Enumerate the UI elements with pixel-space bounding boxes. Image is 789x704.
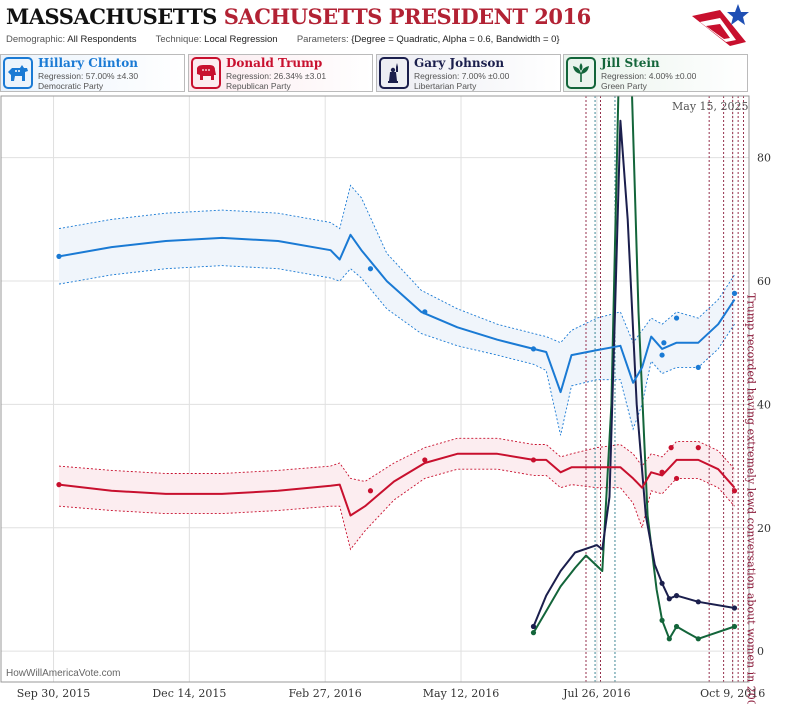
event-lines bbox=[585, 96, 745, 682]
demographic-label: Demographic: bbox=[6, 34, 66, 45]
parameters-label: Parameters: bbox=[296, 34, 349, 45]
poll-points bbox=[56, 253, 738, 642]
confidence-band bbox=[59, 185, 735, 436]
band-upper-line bbox=[58, 437, 735, 482]
candidate-regression: Regression: 26.34% ±3.01 bbox=[226, 71, 327, 81]
candidate-box-trump[interactable]: Donald Trump Regression: 26.34% ±3.01 Re… bbox=[188, 54, 373, 92]
poll-point bbox=[695, 599, 701, 605]
y-tick-label: 20 bbox=[757, 522, 771, 535]
leaf-icon bbox=[566, 57, 596, 89]
poll-point bbox=[422, 457, 428, 463]
candidate-regression: Regression: 7.00% ±0.00 bbox=[414, 71, 510, 81]
candidate-name: Gary Johnson bbox=[414, 56, 505, 70]
candidate-party: Green Party bbox=[601, 81, 647, 91]
x-tick-label: Sep 30, 2015 bbox=[17, 687, 91, 700]
y-tick-label: 60 bbox=[757, 275, 771, 288]
donkey-icon bbox=[3, 57, 33, 89]
candidate-regression: Regression: 4.00% ±0.00 bbox=[601, 71, 697, 81]
poll-point bbox=[530, 346, 537, 352]
poll-point bbox=[661, 340, 667, 346]
poll-point bbox=[367, 488, 374, 494]
poll-point bbox=[695, 636, 701, 642]
poll-point bbox=[673, 593, 680, 599]
candidate-party: Libertarian Party bbox=[414, 81, 477, 91]
x-tick-label: Feb 27, 2016 bbox=[289, 687, 362, 700]
poll-point bbox=[530, 630, 537, 636]
page-title: MASSACHUSETTS SACHUSETTS PRESIDENT 2016 bbox=[6, 4, 591, 29]
candidate-party: Republican Party bbox=[226, 81, 291, 91]
title-state: MASSACHUSETTS bbox=[6, 4, 217, 29]
candidate-regression: Regression: 57.00% ±4.30 bbox=[38, 71, 139, 81]
y-tick-label: 0 bbox=[757, 645, 764, 658]
poll-point bbox=[659, 352, 665, 358]
poll-point bbox=[673, 623, 680, 630]
x-tick-label: Jul 26, 2016 bbox=[562, 687, 631, 700]
event-annotation: Trump recorded having extremely lewd con… bbox=[745, 293, 758, 704]
title-rest: SACHUSETTS PRESIDENT 2016 bbox=[223, 4, 592, 29]
candidate-party: Democratic Party bbox=[38, 81, 104, 91]
demographic-value: All Respondents bbox=[67, 34, 137, 45]
elephant-icon bbox=[191, 57, 221, 89]
x-tick-label: Dec 14, 2015 bbox=[152, 687, 226, 700]
poll-point bbox=[666, 596, 672, 602]
band-lower-line bbox=[58, 265, 735, 436]
poll-point bbox=[659, 617, 665, 623]
date-stamp: May 15, 2025 bbox=[672, 100, 749, 113]
candidate-name: Donald Trump bbox=[226, 56, 323, 70]
poll-point bbox=[731, 605, 738, 611]
poll-point bbox=[673, 475, 680, 482]
poll-point bbox=[695, 445, 701, 451]
poll-point bbox=[422, 309, 428, 315]
poll-point bbox=[367, 266, 374, 272]
poll-point bbox=[668, 445, 674, 451]
annotation-text: Trump recorded having extremely lewd con… bbox=[745, 293, 758, 704]
candidate-box-clinton[interactable]: Hillary Clinton Regression: 57.00% ±4.30… bbox=[0, 54, 185, 92]
liberty-statue-icon bbox=[379, 57, 409, 89]
poll-point bbox=[731, 290, 738, 296]
candidate-name: Hillary Clinton bbox=[38, 56, 138, 70]
y-tick-label: 80 bbox=[757, 152, 771, 165]
america-flag-logo-icon bbox=[692, 4, 749, 46]
watermark: HowWillAmericaVote.com bbox=[6, 668, 121, 679]
plot-frame bbox=[0, 95, 750, 683]
poll-point bbox=[731, 623, 738, 630]
candidate-box-johnson[interactable]: Gary Johnson Regression: 7.00% ±0.00 Lib… bbox=[376, 54, 561, 92]
parameters-value: {Degree = Quadratic, Alpha = 0.6, Bandwi… bbox=[351, 34, 560, 45]
poll-point bbox=[530, 457, 537, 463]
parameters-line: Demographic: All Respondents Technique: … bbox=[6, 34, 560, 45]
poll-point bbox=[673, 315, 680, 321]
poll-point bbox=[695, 364, 701, 371]
poll-point bbox=[56, 253, 62, 259]
confidence-band bbox=[59, 438, 735, 550]
candidate-box-stein[interactable]: Jill Stein Regression: 4.00% ±0.00 Green… bbox=[563, 54, 748, 92]
technique-label: Technique: bbox=[155, 34, 202, 45]
poll-point bbox=[659, 580, 665, 586]
poll-point bbox=[731, 488, 738, 494]
poll-point bbox=[659, 469, 665, 475]
poll-point bbox=[666, 636, 672, 642]
poll-point bbox=[530, 623, 537, 630]
x-tick-label: May 12, 2016 bbox=[423, 687, 500, 700]
x-tick-label: Oct 9, 2016 bbox=[700, 687, 765, 700]
poll-point bbox=[56, 482, 62, 488]
y-tick-label: 40 bbox=[757, 398, 771, 411]
confidence-bands bbox=[58, 184, 735, 551]
chart-axes: 0 20 40 60 80 Sep 30, 2015 Dec 14, 2015 Feb 27,… bbox=[0, 95, 771, 700]
band-lower-line bbox=[58, 468, 735, 551]
technique-value: Local Regression bbox=[204, 34, 278, 45]
candidate-name: Jill Stein bbox=[601, 56, 660, 70]
